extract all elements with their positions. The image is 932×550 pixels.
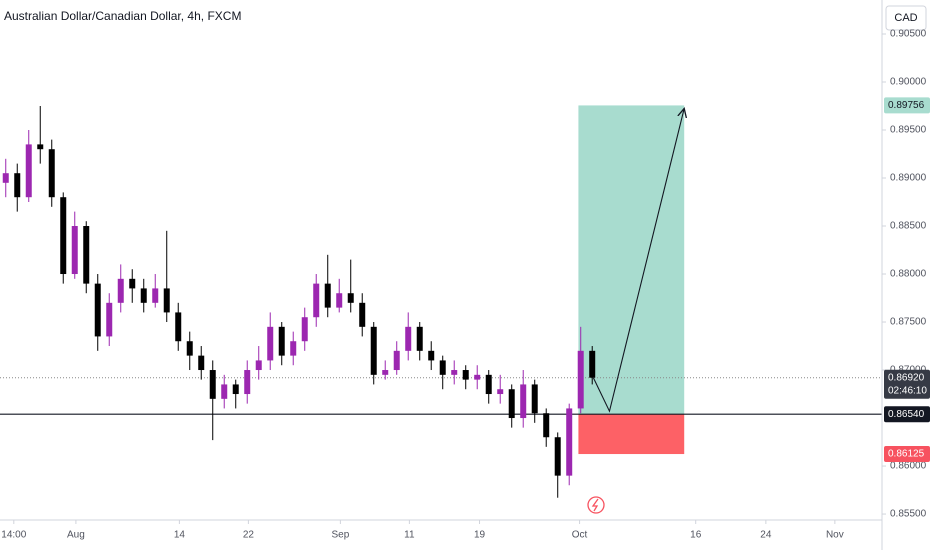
candle-body bbox=[439, 360, 446, 375]
x-tick-label: 22 bbox=[243, 530, 255, 541]
candle-body bbox=[497, 389, 504, 395]
stop-badge bbox=[884, 446, 930, 463]
chart-title: Australian Dollar/Canadian Dollar, 4h, F… bbox=[4, 9, 241, 23]
candle-body bbox=[290, 341, 297, 356]
candle-body bbox=[71, 226, 78, 275]
stop-zone bbox=[578, 414, 685, 455]
candle-body bbox=[140, 288, 147, 303]
candle-body bbox=[543, 413, 550, 438]
candle-body bbox=[301, 317, 308, 342]
x-tick-label: Sep bbox=[331, 530, 349, 541]
candle-body bbox=[152, 288, 159, 303]
entry-label: 0.86540 bbox=[888, 409, 925, 420]
candle-body bbox=[198, 355, 205, 371]
candle-body bbox=[382, 370, 389, 375]
candle-body bbox=[209, 370, 216, 399]
candle-body bbox=[462, 370, 469, 380]
y-tick-label: 0.88000 bbox=[890, 269, 927, 280]
candle-body bbox=[428, 350, 435, 361]
x-tick-label: Oct bbox=[572, 530, 588, 541]
y-tick-label: 0.85500 bbox=[890, 509, 927, 520]
y-tick-label: 0.86000 bbox=[890, 461, 927, 472]
candle-body bbox=[554, 437, 561, 476]
event-bolt bbox=[591, 498, 599, 512]
target-zone bbox=[578, 105, 685, 415]
candle-body bbox=[359, 302, 366, 327]
projection-arrow bbox=[592, 108, 684, 413]
candle-body bbox=[48, 149, 55, 198]
candle-body bbox=[451, 370, 458, 375]
candle-body bbox=[508, 389, 515, 419]
last_price-label: 02:46:10 bbox=[888, 385, 927, 396]
target-badge bbox=[884, 97, 930, 114]
candle-body bbox=[60, 197, 67, 275]
candle-body bbox=[14, 173, 21, 198]
candle-body bbox=[520, 384, 527, 419]
candle-body bbox=[221, 384, 228, 399]
candle-body bbox=[416, 326, 423, 351]
candle-body bbox=[589, 350, 596, 378]
candle-body bbox=[278, 326, 285, 356]
candle-body bbox=[405, 326, 412, 351]
candle-body bbox=[106, 302, 113, 337]
candle-body bbox=[370, 326, 377, 375]
candle-body bbox=[244, 370, 251, 395]
currency-box[interactable] bbox=[885, 5, 927, 31]
candle-body bbox=[313, 283, 320, 318]
target-label: 0.89756 bbox=[888, 100, 925, 111]
candle-body bbox=[232, 384, 239, 395]
candle-body bbox=[25, 144, 32, 198]
y-tick-label: 0.89500 bbox=[890, 125, 927, 136]
candle-body bbox=[474, 374, 481, 380]
candle-body bbox=[163, 288, 170, 313]
last_price-label: 0.86920 bbox=[888, 372, 925, 383]
candle-body bbox=[94, 283, 101, 337]
candle-body bbox=[186, 341, 193, 356]
candle-body bbox=[129, 278, 136, 289]
x-tick-label: 24 bbox=[760, 530, 772, 541]
x-tick-label: 14 bbox=[174, 530, 186, 541]
candle-body bbox=[37, 144, 44, 150]
candle-body bbox=[566, 408, 573, 476]
y-tick-label: 0.90500 bbox=[890, 29, 927, 40]
entry-badge bbox=[884, 406, 930, 423]
last_price-badge bbox=[884, 369, 930, 399]
y-tick-label: 0.88500 bbox=[890, 221, 927, 232]
x-tick-label: 14:00 bbox=[1, 530, 26, 541]
x-tick-label: Nov bbox=[826, 530, 844, 541]
candle-body bbox=[255, 360, 262, 371]
x-tick-label: 16 bbox=[690, 530, 702, 541]
candle-body bbox=[83, 226, 90, 284]
candle-body bbox=[347, 293, 354, 303]
y-tick-label: 0.90000 bbox=[890, 77, 927, 88]
stop-label: 0.86125 bbox=[888, 449, 925, 460]
candle-body bbox=[577, 350, 584, 409]
candle-body bbox=[175, 312, 182, 342]
candle-body bbox=[2, 173, 9, 183]
y-tick-label: 0.89000 bbox=[890, 173, 927, 184]
candle-body bbox=[117, 278, 124, 303]
candle-body bbox=[267, 326, 274, 361]
x-tick-label: 19 bbox=[474, 530, 486, 541]
x-tick-label: Aug bbox=[67, 530, 85, 541]
x-tick-label: 11 bbox=[404, 530, 415, 541]
candle-body bbox=[393, 350, 400, 371]
plot-area bbox=[0, 105, 882, 498]
candle-body bbox=[531, 384, 538, 414]
candle-body bbox=[485, 374, 492, 395]
event-icon[interactable] bbox=[587, 496, 605, 514]
candle-body bbox=[336, 293, 343, 308]
candle-body bbox=[324, 283, 331, 308]
y-tick-label: 0.87500 bbox=[890, 317, 927, 328]
currency: CAD bbox=[894, 12, 917, 24]
